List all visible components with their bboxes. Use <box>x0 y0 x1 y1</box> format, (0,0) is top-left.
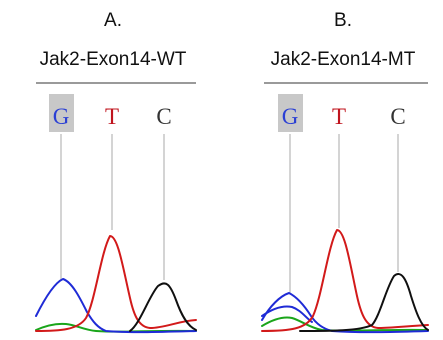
base-label-c-mt: C <box>390 104 405 129</box>
panel-title-mt: Jak2-Exon14-MT <box>271 49 416 70</box>
base-label-t-mt: T <box>332 104 346 129</box>
base-label-c-wt: C <box>156 104 171 129</box>
base-label-g-mt: G <box>282 104 299 129</box>
panel-mt: B. Jak2-Exon14-MT G T C <box>261 10 429 334</box>
trace-red-wt <box>35 235 197 332</box>
base-highlight-g-mt <box>278 94 303 132</box>
trace-green-mt <box>261 316 429 332</box>
trace-black-wt <box>129 282 197 332</box>
base-label-g-wt: G <box>53 104 70 129</box>
panel-letter-a: A. <box>104 10 122 31</box>
trace-blue-wt <box>35 278 197 334</box>
trace-black-mt <box>299 273 429 332</box>
base-label-t-wt: T <box>105 104 119 129</box>
panel-wt: A. Jak2-Exon14-WT G T C <box>35 10 197 334</box>
trace-red-mt <box>261 229 429 332</box>
panel-letter-b: B. <box>334 10 352 31</box>
panel-title-wt: Jak2-Exon14-WT <box>40 49 187 70</box>
trace-blue-mt <box>261 292 429 334</box>
trace-blue-secondary-mt <box>261 305 313 323</box>
base-highlight-g-wt <box>49 94 74 132</box>
